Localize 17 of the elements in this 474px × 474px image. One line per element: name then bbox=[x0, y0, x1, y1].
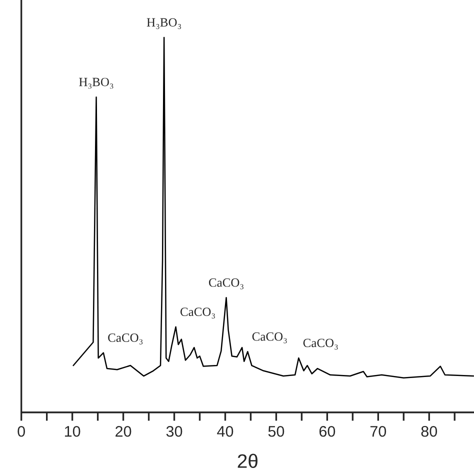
x-tick-label: 10 bbox=[64, 426, 80, 437]
x-tick-label: 60 bbox=[319, 426, 336, 437]
annotation: CaCO₃ bbox=[108, 334, 143, 344]
x-tick-label: 0 bbox=[18, 426, 25, 437]
annotation: CaCO₃ bbox=[180, 308, 215, 318]
annotation: H₃BO₃ bbox=[79, 78, 114, 89]
x-tick-label: 40 bbox=[217, 426, 234, 437]
x-axis-title: 2θ bbox=[238, 454, 258, 468]
annotation: CaCO₃ bbox=[303, 338, 338, 350]
annotation: CaCO₃ bbox=[208, 278, 244, 290]
annotation: H₃BO₃ bbox=[146, 18, 181, 30]
x-tick-label: 80 bbox=[421, 426, 438, 437]
x-tick-label: 50 bbox=[268, 426, 284, 437]
x-tick-label: 30 bbox=[166, 426, 182, 437]
x-tick-label: 20 bbox=[116, 426, 132, 437]
annotation: CaCO₃ bbox=[252, 332, 287, 344]
x-tick-label: 70 bbox=[370, 426, 386, 437]
